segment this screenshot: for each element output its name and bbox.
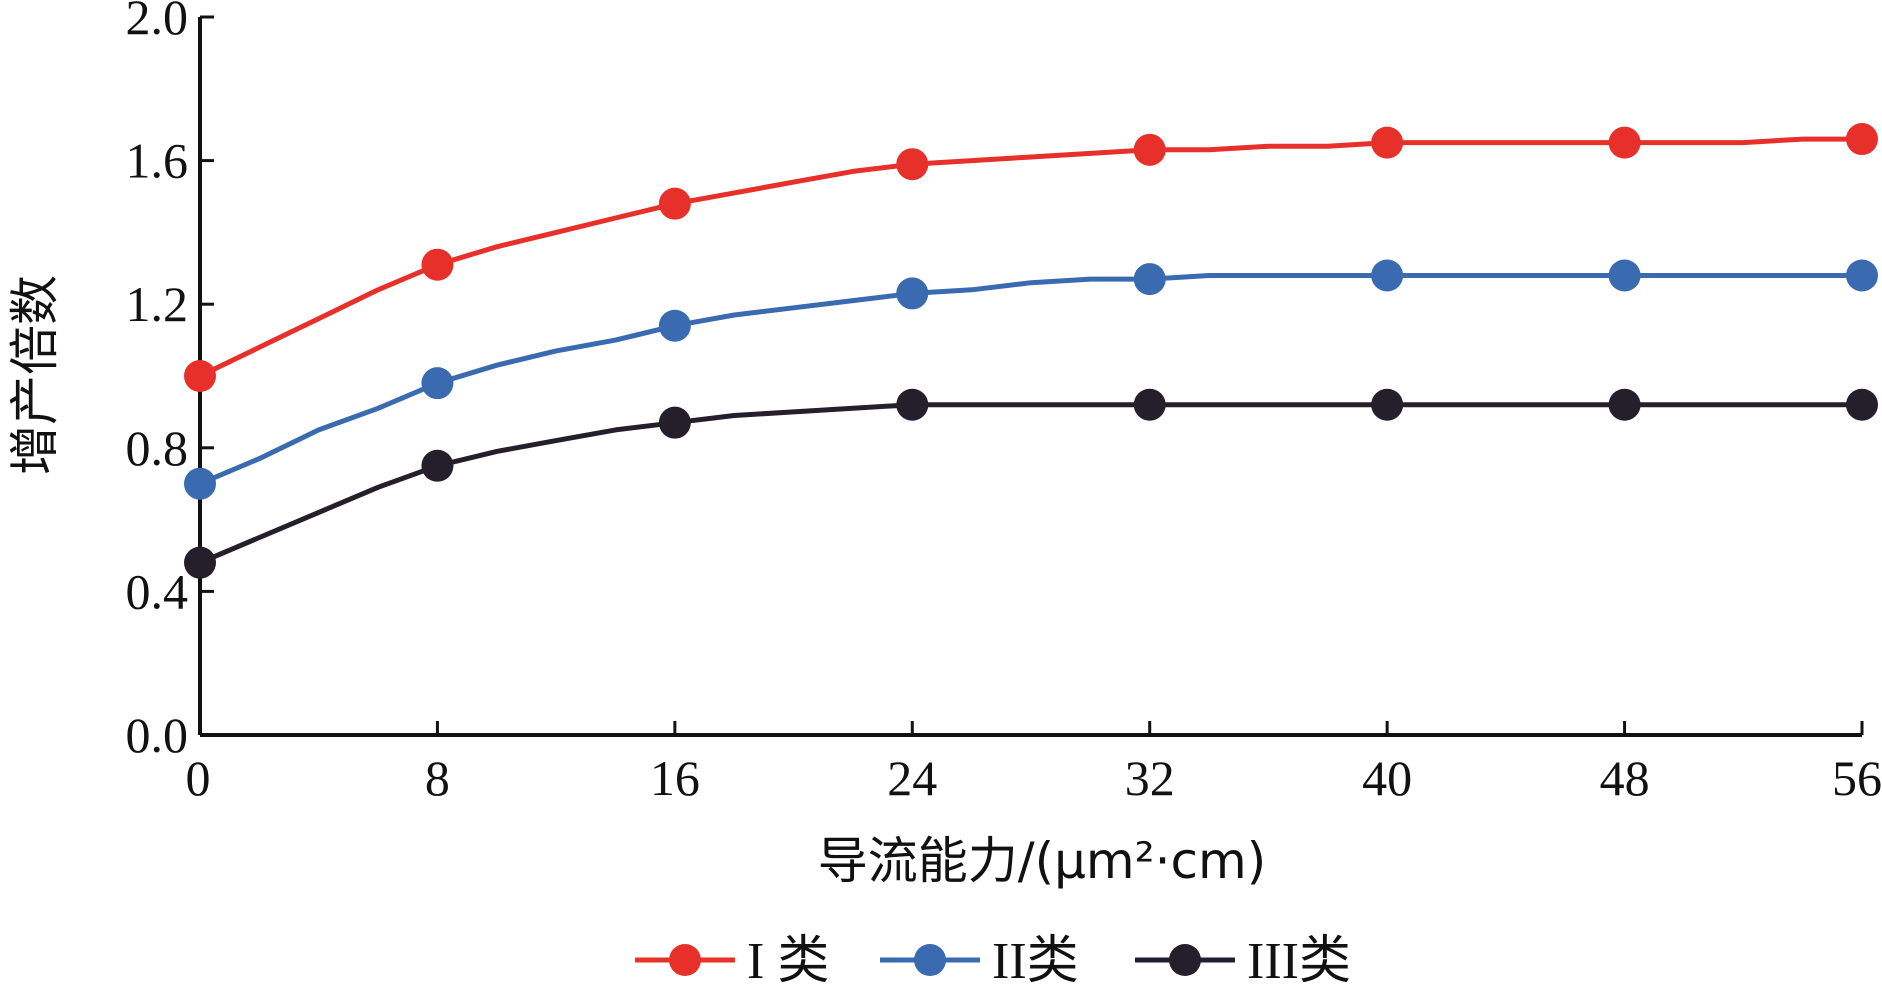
series-line bbox=[197, 136, 1865, 379]
series-3 bbox=[184, 388, 1878, 579]
x-tick-label: 0 bbox=[186, 750, 211, 806]
y-tick-label: 1.2 bbox=[126, 276, 189, 332]
y-tick-label: 1.6 bbox=[126, 133, 189, 189]
data-point bbox=[1608, 388, 1641, 421]
legend-item: I 类 bbox=[635, 933, 829, 990]
data-point bbox=[421, 449, 454, 482]
legend-label: I 类 bbox=[747, 933, 829, 990]
data-point bbox=[658, 406, 691, 439]
series-layer bbox=[184, 123, 1878, 579]
data-point bbox=[421, 248, 454, 281]
x-tick-label: 56 bbox=[1832, 750, 1882, 806]
data-point bbox=[421, 367, 454, 400]
series-1 bbox=[184, 123, 1878, 392]
series-line bbox=[197, 273, 1865, 487]
legend-item: II类 bbox=[880, 933, 1079, 990]
x-tick-label: 40 bbox=[1362, 750, 1412, 806]
data-point bbox=[1371, 259, 1404, 292]
data-point bbox=[184, 467, 216, 500]
legend-item: III类 bbox=[1135, 933, 1351, 990]
x-axis-title: 导流能力/(μm²·cm) bbox=[818, 832, 1267, 890]
y-tick-label: 0.0 bbox=[126, 707, 189, 763]
axis-labels: 增产倍数 导流能力/(μm²·cm) bbox=[6, 275, 1266, 890]
x-tick-label: 24 bbox=[887, 750, 937, 806]
data-point bbox=[1371, 388, 1404, 421]
series-2 bbox=[184, 259, 1878, 500]
x-tick-label: 16 bbox=[650, 750, 700, 806]
y-tick-label: 0.8 bbox=[126, 420, 189, 476]
data-point bbox=[896, 148, 929, 181]
data-point bbox=[1608, 259, 1641, 292]
legend-marker bbox=[1169, 944, 1201, 976]
y-tick-label: 2.0 bbox=[126, 0, 189, 45]
data-point bbox=[658, 309, 691, 342]
data-point bbox=[896, 388, 929, 421]
y-axis-title: 增产倍数 bbox=[6, 275, 64, 475]
series-line bbox=[197, 402, 1865, 566]
data-point bbox=[1846, 259, 1878, 292]
data-point bbox=[1608, 126, 1641, 159]
x-tick-label: 8 bbox=[425, 750, 450, 806]
y-tick-label: 0.4 bbox=[126, 563, 189, 619]
legend-marker bbox=[914, 944, 946, 976]
axes: 0.0 0.4 0.8 1.2 1.6 2.0 0 8 16 24 32 40 48 56 bbox=[126, 0, 1882, 806]
data-point bbox=[1133, 133, 1166, 166]
legend-label: II类 bbox=[992, 933, 1079, 990]
data-point bbox=[1133, 263, 1166, 296]
legend-marker bbox=[669, 944, 701, 976]
x-tick-label: 32 bbox=[1125, 750, 1175, 806]
data-point bbox=[1846, 388, 1878, 421]
data-point bbox=[184, 360, 216, 392]
data-point bbox=[658, 187, 691, 220]
legend-label: III类 bbox=[1247, 933, 1351, 990]
legend: I 类 II类 III类 bbox=[635, 933, 1351, 990]
data-point bbox=[184, 546, 216, 579]
x-tick-label: 48 bbox=[1600, 750, 1650, 806]
data-point bbox=[1133, 388, 1166, 421]
data-point bbox=[896, 277, 929, 310]
data-point bbox=[1846, 123, 1878, 156]
data-point bbox=[1371, 126, 1404, 159]
